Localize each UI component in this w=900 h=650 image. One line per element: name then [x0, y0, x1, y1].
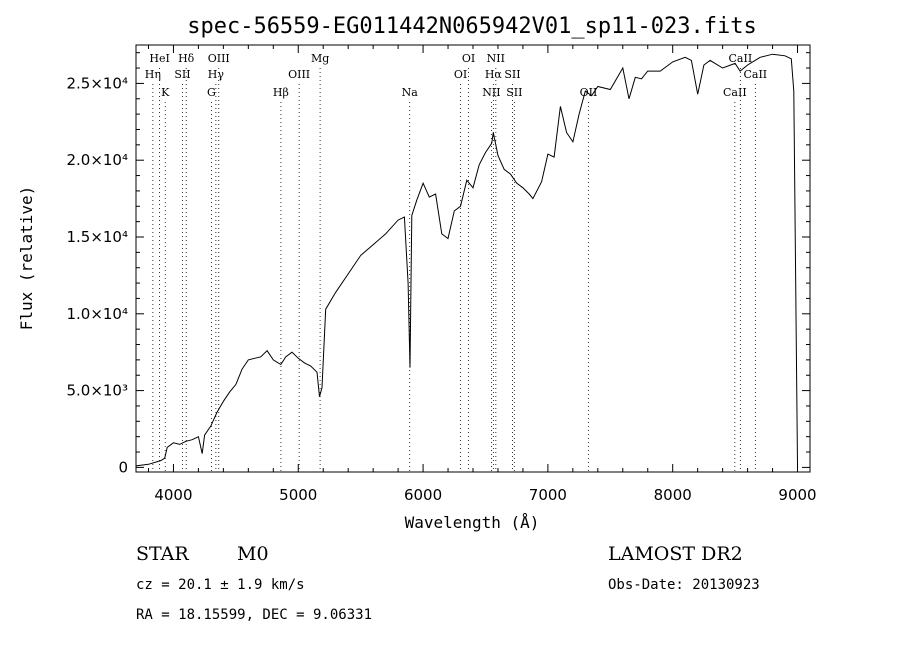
survey-name: LAMOST DR2 [608, 543, 743, 565]
x-axis-ticks: 4000 5000 6000 7000 8000 9000 [147, 45, 817, 504]
x-tick-label: 4000 [154, 486, 192, 504]
chart-title: spec-56559-EG011442N065942V01_sp11-023.f… [187, 14, 757, 39]
spectral-line-label: CaII [743, 68, 767, 81]
y-tick-label: 1.0×10⁴ [66, 305, 128, 323]
spectral-line-label: OII [580, 86, 598, 99]
y-tick-label: 2.5×10⁴ [66, 74, 128, 92]
spectral-line-label: OIII [208, 52, 230, 65]
y-tick-label: 2.0×10⁴ [66, 151, 128, 169]
subclass: M0 [237, 543, 269, 565]
spectral-line-label: HeI [149, 52, 169, 65]
plot-frame [135, 44, 811, 473]
spectral-line-label: K [161, 86, 170, 99]
spectral-line-label: Mg [311, 52, 329, 65]
spectral-line-label: OIII [288, 68, 310, 81]
spectral-line-markers [152, 68, 756, 472]
object-class: STAR [136, 543, 189, 565]
x-axis-label: Wavelength (Å) [405, 513, 540, 532]
spectral-line-label: OI [462, 52, 475, 65]
spectral-line-label: Hα [485, 68, 503, 81]
spectral-line-label: SII [504, 68, 520, 81]
spectral-line-label: NII [487, 52, 505, 65]
x-tick-label: 8000 [654, 486, 692, 504]
x-tick-label: 7000 [529, 486, 567, 504]
coordinates-text: RA = 18.15599, DEC = 9.06331 [136, 607, 372, 623]
redshift-text: cz = 20.1 ± 1.9 km/s [136, 577, 305, 593]
spectral-line-label: Hδ [178, 52, 195, 65]
spectral-line-label: Na [402, 86, 419, 99]
spectral-line-label: Hγ [208, 68, 225, 81]
y-axis-label: Flux (relative) [17, 186, 36, 331]
spectral-line-label: SII [506, 86, 522, 99]
y-tick-label: 0 [118, 458, 128, 476]
y-axis-ticks: 0 5.0×10³ 1.0×10⁴ 1.5×10⁴ 2.0×10⁴ 2.5×10⁴ [66, 52, 810, 476]
spectral-line-label: CaII [723, 86, 747, 99]
x-tick-label: 5000 [279, 486, 317, 504]
obs-date-text: Obs-Date: 20130923 [608, 577, 760, 593]
spectral-line-label: CaII [729, 52, 753, 65]
spectrum-line [135, 53, 798, 467]
x-tick-label: 6000 [404, 486, 442, 504]
spectral-line-label: NII [482, 86, 500, 99]
spectral-line-label: Hη [145, 68, 161, 81]
spectral-line-label: Hβ [273, 86, 289, 99]
spectral-line-label: OI [454, 68, 467, 81]
spectral-line-label: SII [174, 68, 190, 81]
y-tick-label: 1.5×10⁴ [66, 228, 128, 246]
y-tick-label: 5.0×10³ [66, 382, 128, 400]
x-tick-label: 9000 [778, 486, 816, 504]
spectral-line-label: G [207, 86, 216, 99]
